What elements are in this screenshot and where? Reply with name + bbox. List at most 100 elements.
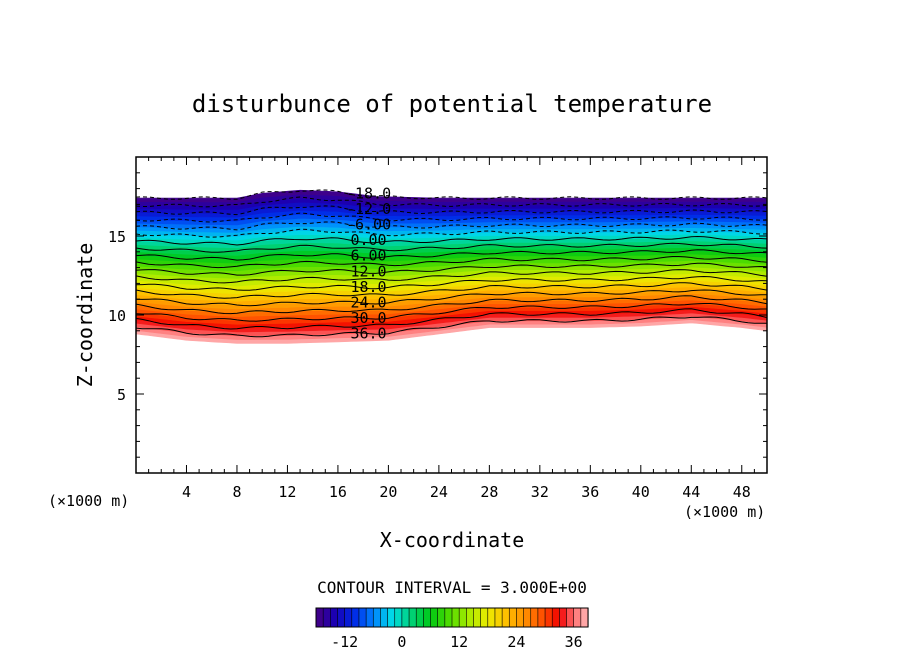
contour-line <box>135 303 767 322</box>
colorbar-cell <box>337 607 346 628</box>
contour-band <box>135 189 768 203</box>
contour-line <box>135 205 768 216</box>
colorbar-cell <box>401 607 410 628</box>
y-tick-labels: 5 10 15 <box>108 228 126 404</box>
colorbar-cell <box>473 607 482 628</box>
contour-line <box>135 289 767 307</box>
contour-label: 24.0 <box>350 293 386 311</box>
colorbar-cell <box>487 607 496 628</box>
x-tick-label: 48 <box>733 483 751 501</box>
colorbar-cell <box>573 607 582 628</box>
contour-label: -6.00 <box>346 216 391 234</box>
colorbar-cell <box>508 607 518 628</box>
colorbar-cell <box>387 607 396 628</box>
colorbar-cell <box>466 607 475 628</box>
colorbar-cell <box>551 607 560 628</box>
contour-label: -18.0 <box>346 184 391 202</box>
contour-line <box>135 189 768 200</box>
y-tick-label: 5 <box>117 386 126 404</box>
contour-lines <box>135 189 768 338</box>
x-tick-label: 12 <box>278 483 296 501</box>
x-tick-label: 4 <box>182 483 191 501</box>
chart-title: disturbunce of potential temperature <box>192 90 712 118</box>
y-tick-label: 15 <box>108 228 126 246</box>
contour-line <box>135 212 768 223</box>
contour-label: 18.0 <box>350 278 386 296</box>
contour-line <box>135 308 768 330</box>
colorbar-cell <box>365 607 374 628</box>
contour-interval-text: CONTOUR INTERVAL = 3.000E+00 <box>317 578 587 597</box>
colorbar-cell <box>394 607 403 628</box>
x-axis-label: X-coordinate <box>380 528 525 552</box>
x-tick-label: 44 <box>682 483 700 501</box>
contour-line <box>135 242 768 253</box>
contour-labels: -18.0-12.0-6.000.006.0012.018.024.030.03… <box>346 184 391 342</box>
colorbar-tick-label: 36 <box>565 633 583 651</box>
contour-line <box>135 221 768 231</box>
x-tick-label: 8 <box>232 483 241 501</box>
colorbar-cell <box>372 607 382 628</box>
x-unit-label-left: (×1000 m) <box>48 492 129 510</box>
colorbar-cell <box>559 607 568 628</box>
contour-line <box>135 235 768 246</box>
contour-line <box>135 196 768 208</box>
x-tick-label: 32 <box>531 483 549 501</box>
contour-line <box>135 256 768 269</box>
x-tick-label: 28 <box>480 483 498 501</box>
colorbar-cell <box>315 607 324 628</box>
contour-line <box>135 228 768 238</box>
colorbar-cell <box>544 607 553 628</box>
x-tick-label: 40 <box>632 483 650 501</box>
colorbar-cell <box>494 607 503 628</box>
colorbar-cell <box>437 607 446 628</box>
contour-line <box>135 249 768 261</box>
colorbar-cell <box>530 607 539 628</box>
colorbar-cell <box>501 607 510 628</box>
colorbar-frame <box>315 607 589 628</box>
colorbar-cell <box>480 607 489 628</box>
colorbar-cell <box>330 607 339 628</box>
x-unit-label-right: (×1000 m) <box>684 503 765 521</box>
x-tick-label: 16 <box>329 483 347 501</box>
contour-field <box>135 189 768 344</box>
colorbar-tick-label: 0 <box>397 633 406 651</box>
colorbar-cell <box>415 607 424 628</box>
contour-line <box>135 316 768 338</box>
y-tick-label: 10 <box>108 307 126 325</box>
colorbar-tick-label: 24 <box>507 633 525 651</box>
x-tick-label: 36 <box>581 483 599 501</box>
contour-label: 30.0 <box>350 309 386 327</box>
colorbar-tick-label: 12 <box>450 633 468 651</box>
contour-label: 12.0 <box>350 262 386 280</box>
colorbar-cell <box>351 607 360 628</box>
colorbar-cell <box>516 607 525 628</box>
colorbar-cell <box>458 607 467 628</box>
colorbar-cell <box>537 607 546 628</box>
colorbar-cell <box>451 607 460 628</box>
colorbar-cell <box>566 607 575 628</box>
x-tick-label: 24 <box>430 483 448 501</box>
colorbar-cell <box>344 607 353 628</box>
colorbar-cell <box>523 607 532 628</box>
colorbar-tick-label: -12 <box>331 633 358 651</box>
contour-label: 0.00 <box>350 231 386 249</box>
axis-ticks <box>136 157 767 473</box>
colorbar-cell <box>322 607 331 628</box>
colorbar <box>315 607 589 628</box>
colorbar-cell <box>358 607 367 628</box>
y-axis-label: Z-coordinate <box>73 243 97 388</box>
x-tick-label: 20 <box>379 483 397 501</box>
colorbar-cell <box>444 607 453 628</box>
contour-label: 6.00 <box>350 247 386 265</box>
contour-line <box>135 262 768 276</box>
x-tick-labels: 4 8 12 16 20 24 28 32 36 40 44 48 <box>182 483 751 501</box>
contour-line <box>135 275 768 291</box>
colorbar-tick-labels: -12 0 12 24 36 <box>331 633 583 651</box>
colorbar-cell <box>423 607 432 628</box>
contour-line <box>135 269 768 284</box>
contour-label: -12.0 <box>346 200 391 218</box>
colorbar-cell <box>380 607 389 628</box>
colorbar-cell <box>580 607 589 628</box>
contour-line <box>135 282 768 299</box>
